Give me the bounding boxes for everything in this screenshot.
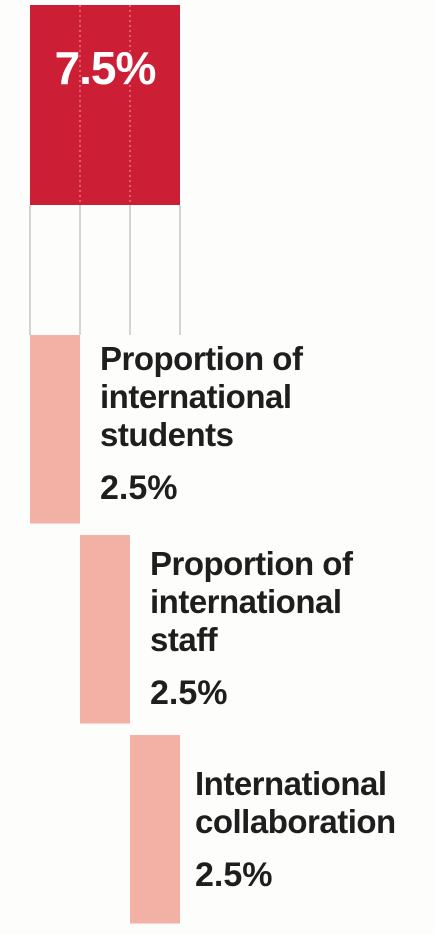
total-bar bbox=[30, 5, 180, 205]
total-value-label: 7.5% bbox=[54, 42, 157, 94]
segment-bar bbox=[80, 535, 130, 724]
segment-bar bbox=[30, 335, 80, 524]
segment-name: Proportion of international staff bbox=[150, 545, 353, 659]
segment-value-label: 2.5% bbox=[100, 469, 178, 507]
segment-name-line: Proportion of bbox=[100, 340, 303, 377]
segment-value-label: 2.5% bbox=[150, 674, 228, 712]
segment-name-line: international bbox=[150, 583, 342, 620]
segment-name: Proportion of international students bbox=[100, 340, 303, 454]
segment-bar bbox=[130, 735, 180, 924]
segment-label-staff: Proportion of international staff 2.5% bbox=[150, 545, 353, 713]
segment-value-label: 2.5% bbox=[195, 856, 273, 894]
segment-name-line: International bbox=[195, 765, 387, 802]
segment-name-line: Proportion of bbox=[150, 545, 353, 582]
segment-label-students: Proportion of international students 2.5… bbox=[100, 340, 303, 508]
segment-label-collaboration: International collaboration 2.5% bbox=[195, 765, 396, 895]
segment-name-line: collaboration bbox=[195, 803, 396, 840]
segment-name: International collaboration bbox=[195, 765, 396, 841]
segment-name-line: international bbox=[100, 378, 292, 415]
segment-name-line: staff bbox=[150, 621, 218, 658]
segment-name-line: students bbox=[100, 416, 234, 453]
